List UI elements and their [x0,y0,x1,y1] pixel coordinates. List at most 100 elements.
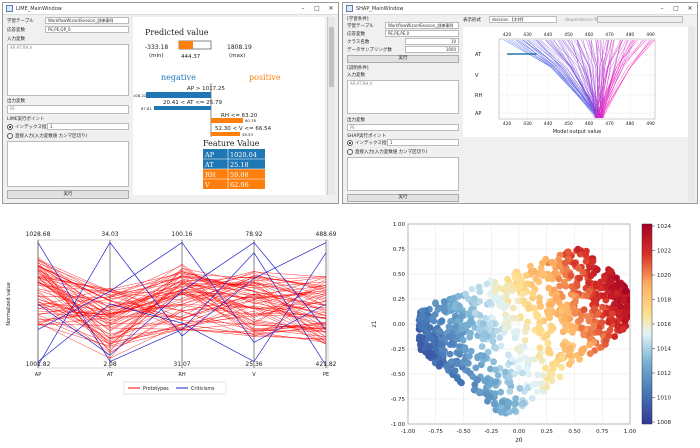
window-title: SHAP_MainWindow [356,5,404,12]
shap-decision-line [537,39,599,119]
scatter-point [624,303,630,310]
prototype-line [37,265,327,329]
minimize-icon[interactable]: – [660,5,664,12]
pc-bottom-label: 31.07 [173,361,190,368]
scatter-point [493,327,501,335]
fv-row-v [203,179,265,189]
input-list[interactable]: AP,AT,RH,V [347,80,459,114]
scatter-point [446,350,454,358]
prototype-line [37,259,327,332]
scatter-point [603,309,611,317]
shap-bottom-tick: 460 [585,121,594,127]
lime-scrollbar[interactable] [327,17,335,195]
scatter-xtick: 0.00 [513,429,526,435]
scatter-point [493,294,500,301]
lime-window: LIME_MainWindow – □ ✕ 学習テーブル WorkflowWiz… [2,2,339,204]
scatter-point [506,378,514,386]
scatter-xlabel: z0 [516,437,523,444]
feature-ap: AP [475,111,481,117]
colorbar-tick: 1022 [657,249,671,255]
scatter-xtick: 0.25 [541,429,554,435]
scatter-point [543,383,550,391]
scatter-point [561,315,568,323]
scatter-xtick: -0.50 [456,429,471,435]
prototype-line [37,300,327,344]
scatter-point [461,346,469,354]
target-select[interactable]: PE,PE,QP_0 [45,26,129,33]
scatter-point [512,395,520,403]
scatter-point [590,305,598,312]
shap-window: SHAP_MainWindow – □ ✕ [学習条件] 学習テーブル Work… [342,2,698,204]
scatter-point [437,360,444,367]
index-input[interactable]: 1 [387,139,459,146]
section-explain: [説明条件] [347,66,369,71]
output-list[interactable]: PE [347,124,459,131]
target-select[interactable]: PE,PE,PE,0 [385,30,459,37]
cond-text-rh: RH <= 63.20 [221,113,258,119]
cond-text-at: 20.41 < AT <= 25.79 [163,100,223,106]
shap-scrollbar[interactable] [688,27,695,202]
scatter-point [509,304,517,312]
scatter-point [505,399,513,406]
scatter-point [476,298,483,305]
maximize-icon[interactable]: □ [673,5,679,12]
scatter-point [576,356,583,363]
direct-radio[interactable] [347,149,353,155]
close-icon[interactable]: ✕ [687,5,693,12]
sample-input[interactable]: 1000 [405,46,459,53]
scatter-point [484,348,492,356]
class-input[interactable]: 10 [405,38,459,45]
scatter-point [486,298,494,306]
learn-table-label: 学習テーブル [347,24,374,29]
shap-decision-line [600,39,656,119]
scatter-point [569,328,576,336]
scatter-point [490,358,497,366]
colorbar-ticks: 1024 1022 1020 1018 1016 1014 1012 1010 1008 [652,224,671,426]
input-label: 入力変数 [7,37,25,42]
lime-point-label: LIME実行ポイント [7,117,45,122]
shap-decision-line [535,39,599,119]
scatter-point [528,394,536,402]
scatter-point [538,259,546,267]
scatter-point [559,341,567,349]
prototype-line [37,303,327,339]
run-button[interactable]: 実行 [347,194,459,202]
scatter-point [535,323,543,331]
minimize-icon[interactable]: – [301,5,305,12]
index-input[interactable]: 1 [47,123,129,130]
pred-min-caption: (min) [149,53,164,59]
criticism-line [37,252,327,363]
maximize-icon[interactable]: □ [314,5,320,12]
direct-input-area[interactable] [347,157,459,191]
scatter-point [568,322,576,330]
colorbar-tick: 1008 [657,420,671,426]
prototype-line [37,276,327,354]
scatter-point [445,323,453,331]
learn-table-select[interactable]: WorkflowWizardSession_訓練事例 [45,17,129,24]
scatter-point [448,339,456,347]
dependence-select[interactable] [597,16,683,23]
display-select[interactable]: decision 【木特】 [489,16,557,23]
direct-radio[interactable] [7,133,13,139]
run-button[interactable]: 実行 [7,190,129,199]
output-list[interactable]: PE [7,105,129,114]
input-list[interactable]: AP,AT,RH,V [7,44,129,96]
run-top-button[interactable]: 実行 [347,55,459,63]
learn-table-select[interactable]: WorkflowWizardSession_訓練事例 [385,22,459,29]
prototype-line [37,273,327,359]
feature-rh: RH [475,93,482,99]
index-radio[interactable] [7,124,13,130]
scatter-point [577,316,584,324]
scatter-point [541,364,549,372]
scatter-point [523,365,531,373]
direct-input-area[interactable] [7,141,129,187]
scatter-point [470,386,478,394]
scatter-ytick: -1.00 [391,422,406,428]
scatter-point [491,283,498,291]
lime-scroll-thumb[interactable] [329,27,334,87]
close-icon[interactable]: ✕ [328,5,334,12]
index-radio[interactable] [347,140,353,146]
shap-decision-line [598,39,643,119]
scatter-point [504,275,511,283]
scatter-point [556,373,564,381]
